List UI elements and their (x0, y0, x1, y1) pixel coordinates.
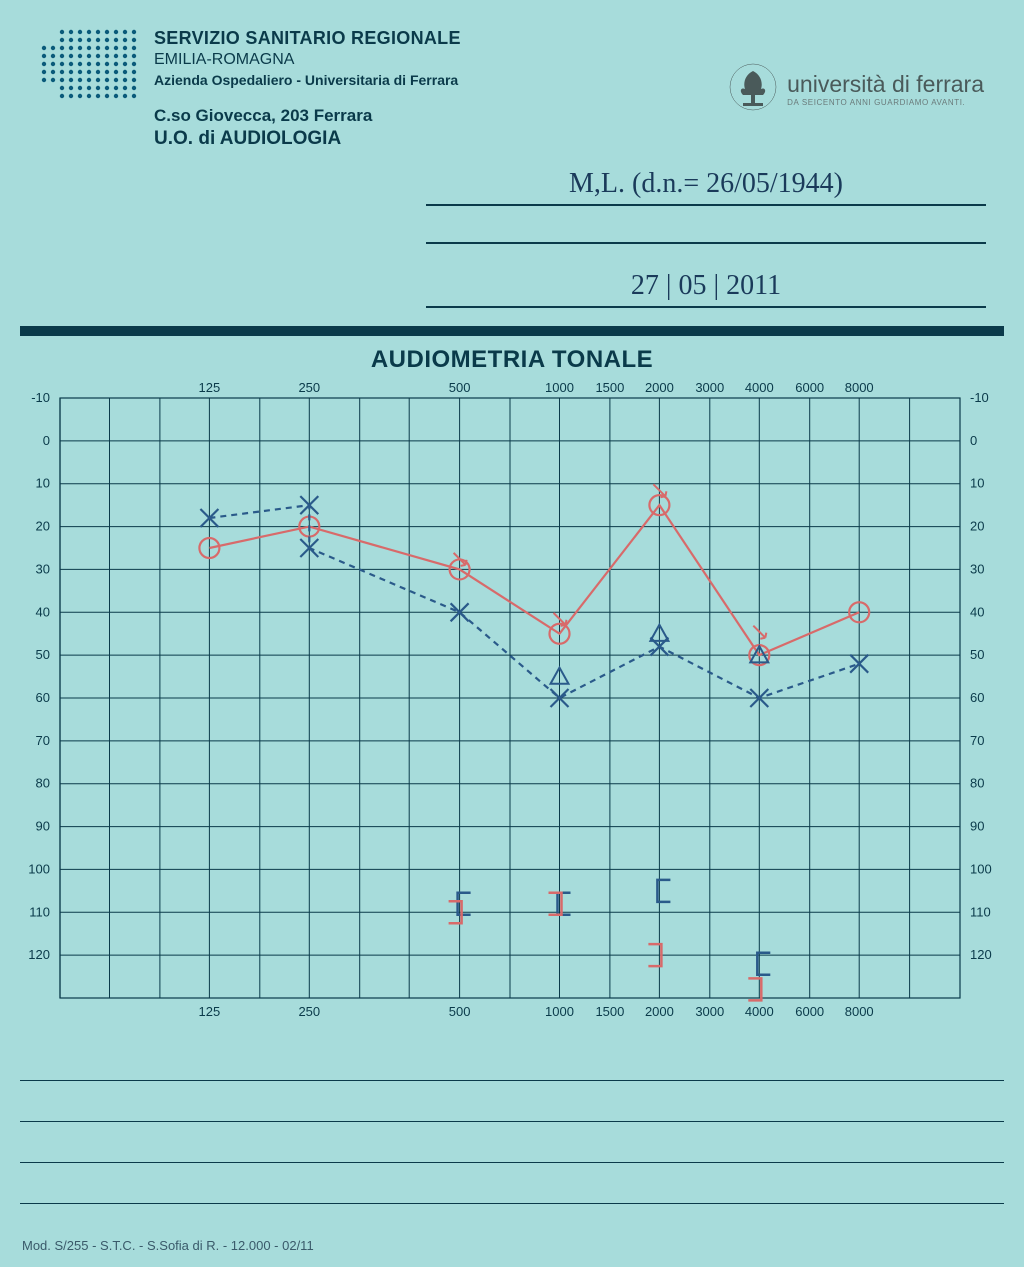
svg-text:1500: 1500 (595, 380, 624, 395)
svg-text:20: 20 (36, 519, 50, 534)
svg-text:1000: 1000 (545, 380, 574, 395)
org-line2: EMILIA-ROMAGNA (154, 51, 461, 69)
svg-text:10: 10 (970, 476, 984, 491)
svg-text:100: 100 (970, 861, 992, 876)
header-text-block: SERVIZIO SANITARIO REGIONALE EMILIA-ROMA… (154, 28, 461, 150)
svg-text:-10: -10 (31, 390, 50, 405)
address-line2: U.O. di AUDIOLOGIA (154, 128, 461, 150)
note-line (20, 1081, 1004, 1122)
org-line1: SERVIZIO SANITARIO REGIONALE (154, 28, 461, 49)
university-motto: DA SEICENTO ANNI GUARDIAMO AVANTI. (787, 98, 984, 107)
date-field: 27 | 05 | 2011 (426, 270, 986, 308)
footer-code: Mod. S/255 - S.T.C. - S.Sofia di R. - 12… (22, 1238, 314, 1253)
svg-text:90: 90 (36, 819, 50, 834)
svg-text:8000: 8000 (845, 380, 874, 395)
chart-title: AUDIOMETRIA TONALE (0, 346, 1024, 374)
address-block: C.so Giovecca, 203 Ferrara U.O. di AUDIO… (154, 106, 461, 150)
note-line (20, 1163, 1004, 1204)
svg-text:110: 110 (970, 904, 991, 919)
svg-text:125: 125 (199, 380, 221, 395)
address-line1: C.so Giovecca, 203 Ferrara (154, 106, 461, 126)
svg-text:0: 0 (43, 433, 50, 448)
svg-text:90: 90 (970, 819, 984, 834)
svg-text:110: 110 (29, 904, 50, 919)
svg-text:50: 50 (36, 647, 50, 662)
svg-text:80: 80 (36, 776, 50, 791)
logo-dots-icon (40, 28, 140, 150)
svg-text:1000: 1000 (545, 1004, 574, 1019)
svg-text:8000: 8000 (845, 1004, 874, 1019)
notes-area (20, 1040, 1004, 1204)
header-left: SERVIZIO SANITARIO REGIONALE EMILIA-ROMA… (40, 28, 461, 150)
svg-text:3000: 3000 (695, 1004, 724, 1019)
svg-text:2000: 2000 (645, 1004, 674, 1019)
org-line3: Azienda Ospedaliero - Universitaria di F… (154, 72, 461, 88)
audiogram-chart: -10 -10 0 0 10 10 20 20 30 30 40 40 50 50 60 60 70 70 80 80… (20, 378, 1004, 1043)
svg-text:60: 60 (36, 690, 50, 705)
svg-text:70: 70 (970, 733, 984, 748)
svg-text:30: 30 (970, 561, 984, 576)
svg-text:250: 250 (298, 1004, 320, 1019)
note-line (20, 1122, 1004, 1163)
svg-text:40: 40 (36, 604, 50, 619)
blank-field (426, 240, 986, 244)
svg-text:0: 0 (970, 433, 977, 448)
svg-text:500: 500 (449, 380, 471, 395)
svg-text:500: 500 (449, 1004, 471, 1019)
svg-text:30: 30 (36, 561, 50, 576)
svg-text:50: 50 (970, 647, 984, 662)
svg-text:6000: 6000 (795, 1004, 824, 1019)
note-line (20, 1040, 1004, 1081)
svg-text:100: 100 (28, 861, 50, 876)
svg-text:125: 125 (199, 1004, 221, 1019)
svg-text:-10: -10 (970, 390, 989, 405)
patient-field: M,L. (d.n.= 26/05/1944) (426, 168, 986, 206)
divider-bar (20, 326, 1004, 336)
svg-text:20: 20 (970, 519, 984, 534)
svg-text:120: 120 (970, 947, 992, 962)
svg-text:6000: 6000 (795, 380, 824, 395)
svg-text:250: 250 (298, 380, 320, 395)
svg-text:2000: 2000 (645, 380, 674, 395)
header: SERVIZIO SANITARIO REGIONALE EMILIA-ROMA… (0, 0, 1024, 150)
svg-text:40: 40 (970, 604, 984, 619)
svg-text:4000: 4000 (745, 380, 774, 395)
university-name: università di ferrara (787, 71, 984, 98)
svg-text:3000: 3000 (695, 380, 724, 395)
svg-text:10: 10 (36, 476, 50, 491)
tree-seal-icon (729, 63, 777, 116)
svg-text:80: 80 (970, 776, 984, 791)
svg-text:120: 120 (28, 947, 50, 962)
university-block: università di ferrara DA SEICENTO ANNI G… (729, 28, 984, 150)
svg-text:1500: 1500 (595, 1004, 624, 1019)
svg-text:4000: 4000 (745, 1004, 774, 1019)
svg-text:60: 60 (970, 690, 984, 705)
svg-text:70: 70 (36, 733, 50, 748)
